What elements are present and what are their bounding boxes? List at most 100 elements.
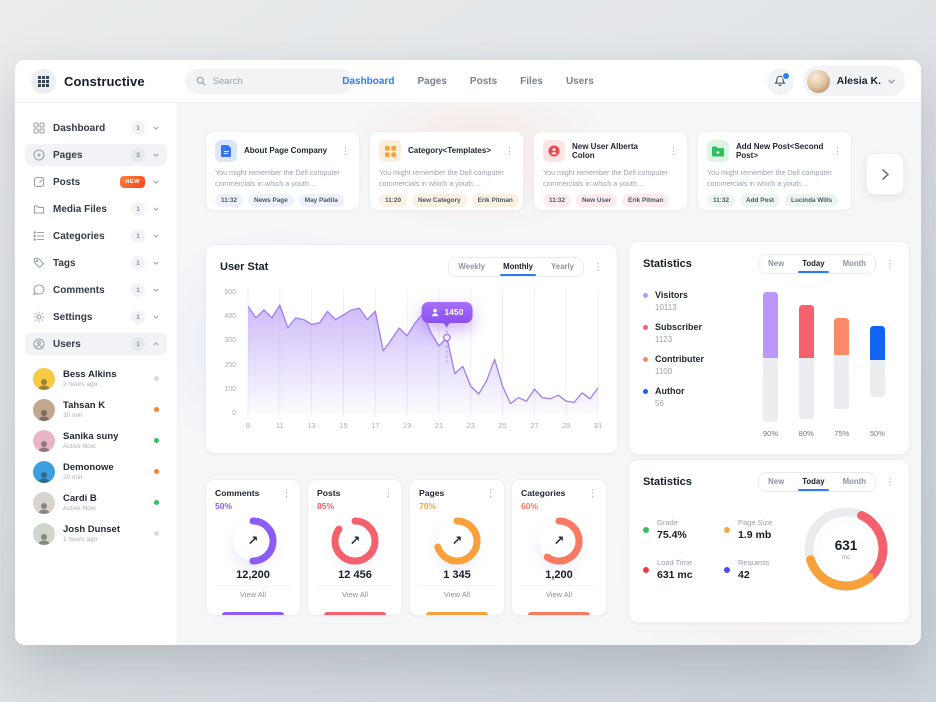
legend-dot	[643, 388, 648, 394]
tag-time: 11:32	[707, 194, 735, 207]
sidebar-item-settings[interactable]: Settings 1	[25, 306, 167, 328]
tag-category[interactable]: New Category	[412, 194, 467, 207]
search-input[interactable]: Search	[184, 68, 353, 94]
chevron-down-icon	[153, 315, 159, 319]
sidebar-item-posts[interactable]: Posts NEW	[25, 171, 167, 193]
tab-today[interactable]: Today	[793, 473, 833, 491]
sidebar-user-row[interactable]: Josh Dunset 1 hours ago	[25, 518, 167, 549]
view-all-link[interactable]: View All	[521, 585, 597, 599]
category-grid-icon	[379, 140, 401, 162]
sidebar-item-tags[interactable]: Tags 1	[25, 252, 167, 274]
sidebar-user-row[interactable]: Sanika suny Active Now	[25, 425, 167, 456]
kebab-menu-icon[interactable]: ⋮	[486, 487, 495, 498]
sidebar-item-users[interactable]: Users 1	[25, 333, 167, 355]
tab-new[interactable]: New	[768, 259, 785, 268]
posts-icon	[33, 176, 45, 188]
statistics-tabs: New Today Month	[758, 254, 876, 274]
tab-month[interactable]: Month	[842, 477, 866, 486]
next-cards-button[interactable]	[866, 153, 904, 195]
sidebar-user-row[interactable]: Cardi B Active Now	[25, 487, 167, 518]
tag-category[interactable]: Add Post	[740, 194, 781, 207]
kebab-menu-icon[interactable]: ⋮	[885, 258, 895, 270]
activity-card[interactable]: About Page Company ⋮ You might remember …	[205, 131, 360, 211]
sidebar-item-categories[interactable]: Categories 1	[25, 225, 167, 247]
sidebar-item-dashboard[interactable]: Dashboard 1	[25, 117, 167, 139]
percent-label: 60%	[521, 501, 539, 511]
tag-author[interactable]: May Padila	[298, 194, 344, 207]
nav-files[interactable]: Files	[520, 75, 543, 87]
arrow-up-right-icon: ↗	[451, 533, 463, 548]
avatar	[33, 398, 55, 421]
notification-dot	[781, 71, 790, 80]
profile-menu[interactable]: Alesia K.	[802, 66, 905, 96]
sidebar-user-row[interactable]: Tahsan K 30 min	[25, 394, 167, 425]
activity-card[interactable]: Add New Post<Second Post> ⋮ You might re…	[697, 131, 852, 211]
kebab-menu-icon[interactable]: ⋮	[282, 487, 291, 498]
legend-item: Subscriber 1123	[643, 322, 749, 344]
app-title: Constructive	[64, 73, 145, 89]
sidebar-item-comments[interactable]: Comments 1	[25, 279, 167, 301]
mini-card-categories[interactable]: Categories ⋮ 60% ↗ 1,200 View All	[511, 479, 607, 616]
mini-card-posts[interactable]: Posts ⋮ 85% ↗ 12 456 View All	[307, 479, 403, 616]
nav-posts[interactable]: Posts	[469, 75, 498, 87]
sidebar-item-media-files[interactable]: Media Files 1	[25, 198, 167, 220]
tab-new[interactable]: New	[768, 477, 785, 486]
tab-yearly[interactable]: Yearly	[551, 262, 574, 271]
search-icon	[196, 76, 206, 86]
tab-month[interactable]: Month	[842, 259, 866, 268]
metric-dot	[643, 566, 649, 573]
sidebar-user-row[interactable]: Demonowe 20 min	[25, 456, 167, 487]
avatar	[33, 522, 55, 545]
chevron-down-icon	[153, 153, 159, 157]
list-icon	[33, 230, 45, 242]
sidebar-item-pages[interactable]: Pages 3	[25, 144, 167, 166]
kebab-menu-icon[interactable]: ⋮	[833, 145, 842, 156]
bars-chart: 90% 80% 75% 50%	[749, 290, 895, 438]
activity-card[interactable]: New User Alberta Colon ⋮ You might remem…	[533, 131, 688, 211]
tag-category[interactable]: News Page	[248, 194, 294, 207]
mini-card-pages[interactable]: Pages ⋮ 70% ↗ 1 345 View All	[409, 479, 505, 616]
statistics-bars-panel: Statistics New Today Month ⋮ Visitors	[628, 241, 910, 455]
tab-today[interactable]: Today	[793, 255, 833, 273]
chevron-right-icon	[881, 168, 889, 180]
sidebar-user-row[interactable]: Bess Alkins 2 hours ago	[25, 363, 167, 394]
arrow-up-right-icon: ↗	[349, 533, 361, 548]
donut-chart: 631 mc	[799, 502, 893, 596]
tag-author[interactable]: Lucinda Wills	[785, 194, 839, 207]
nav-dashboard[interactable]: Dashboard	[342, 75, 395, 87]
tab-weekly[interactable]: Weekly	[458, 262, 486, 271]
tab-monthly[interactable]: Monthly	[494, 258, 542, 276]
metric-dot	[724, 566, 730, 573]
metric-requests: Requests 42	[724, 558, 799, 581]
status-dot	[154, 407, 159, 412]
metrics-grid: Grade 75.4% Page Size 1.9 mb Load Time 631 …	[643, 518, 799, 581]
legend-dot	[643, 356, 648, 362]
tag-category[interactable]: New User	[576, 194, 618, 207]
kebab-menu-icon[interactable]: ⋮	[588, 487, 597, 498]
kebab-menu-icon[interactable]: ⋮	[384, 487, 393, 498]
tag-time: 11:32	[215, 194, 243, 207]
kebab-menu-icon[interactable]: ⋮	[593, 261, 603, 273]
nav-pages[interactable]: Pages	[417, 75, 447, 87]
chevron-down-icon	[888, 79, 895, 84]
search-placeholder: Search	[212, 75, 243, 87]
bars-legend: Visitors 10113 Subscriber 1123 Contribut…	[643, 290, 749, 438]
kebab-menu-icon[interactable]: ⋮	[505, 145, 514, 156]
progress-ring: ↗	[532, 514, 586, 568]
chevron-down-icon	[153, 234, 159, 238]
tag-author[interactable]: Erik Pitman	[471, 194, 519, 207]
view-all-link[interactable]: View All	[215, 585, 291, 599]
view-all-link[interactable]: View All	[317, 585, 393, 599]
y-axis-labels: 500 400 300 200 100 0	[224, 289, 236, 417]
nav-users[interactable]: Users	[565, 75, 594, 87]
view-all-link[interactable]: View All	[419, 585, 495, 599]
activity-card[interactable]: Category<Templates> ⋮ You might remember…	[369, 131, 524, 211]
tag-author[interactable]: Erik Pitman	[622, 194, 670, 207]
kebab-menu-icon[interactable]: ⋮	[885, 476, 895, 488]
app-logo-icon[interactable]	[31, 68, 56, 94]
mini-card-comments[interactable]: Comments ⋮ 50% ↗ 12,200 View All	[205, 479, 301, 616]
kebab-menu-icon[interactable]: ⋮	[341, 145, 350, 156]
notifications-button[interactable]	[766, 67, 794, 95]
kebab-menu-icon[interactable]: ⋮	[669, 145, 678, 156]
